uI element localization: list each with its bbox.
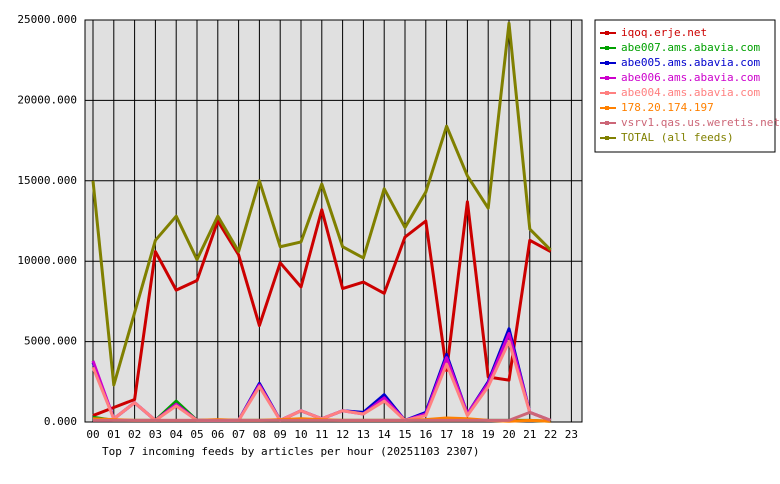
legend-label: vsrv1.qas.us.weretis.net [621,116,780,129]
x-tick-label: 01 [107,428,120,441]
legend-label: abe007.ams.abavia.com [621,41,760,54]
y-tick-label: 5000.000 [24,335,77,348]
y-tick-label: 25000.000 [17,13,77,26]
x-tick-label: 08 [253,428,266,441]
y-tick-label: 20000.000 [17,93,77,106]
legend-marker [605,31,609,35]
legend-marker [605,136,609,140]
legend-marker [605,121,609,125]
x-tick-label: 22 [544,428,557,441]
x-tick-label: 17 [440,428,453,441]
x-tick-label: 16 [419,428,432,441]
x-tick-label: 13 [357,428,370,441]
x-tick-label: 19 [482,428,495,441]
x-tick-label: 03 [149,428,162,441]
legend-marker [605,61,609,65]
chart-title: Top 7 incoming feeds by articles per hou… [102,445,480,458]
legend-label: 178.20.174.197 [621,101,714,114]
x-tick-label: 11 [315,428,328,441]
series-line [93,410,552,422]
legend-marker [605,46,609,50]
legend-label: iqoq.erje.net [621,26,707,39]
x-tick-label: 20 [502,428,515,441]
legend-label: TOTAL (all feeds) [621,131,734,144]
legend-marker [605,76,609,80]
x-tick-label: 12 [336,428,349,441]
x-tick-label: 18 [461,428,474,441]
legend-label: abe006.ams.abavia.com [621,71,760,84]
x-tick-label: 00 [86,428,99,441]
x-tick-label: 07 [232,428,245,441]
legend-label: abe005.ams.abavia.com [621,56,760,69]
y-tick-label: 0.000 [44,415,77,428]
legend-box [594,19,776,153]
x-tick-label: 02 [128,428,141,441]
x-tick-label: 14 [378,428,392,441]
x-tick-label: 23 [565,428,578,441]
legend-label: abe004.ams.abavia.com [621,86,760,99]
x-tick-label: 09 [274,428,287,441]
series-line [92,200,552,417]
x-tick-label: 06 [211,428,224,441]
legend-marker [605,106,609,110]
series-line [91,21,552,387]
x-tick-label: 05 [190,428,203,441]
x-tick-label: 04 [170,428,184,441]
y-tick-label: 15000.000 [17,174,77,187]
x-tick-label: 10 [294,428,307,441]
x-tick-label: 21 [523,428,536,441]
y-tick-label: 10000.000 [17,254,77,267]
legend-marker [605,91,609,95]
x-tick-label: 15 [398,428,411,441]
